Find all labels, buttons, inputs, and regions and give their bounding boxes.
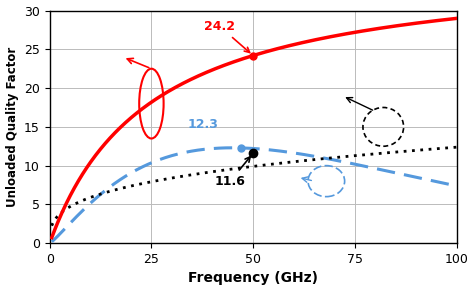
Text: 11.6: 11.6 <box>214 157 250 188</box>
Text: 24.2: 24.2 <box>204 20 250 52</box>
Text: 12.3: 12.3 <box>188 118 219 132</box>
Y-axis label: Unloaded Quality Factor: Unloaded Quality Factor <box>6 47 18 207</box>
X-axis label: Frequency (GHz): Frequency (GHz) <box>188 272 318 285</box>
